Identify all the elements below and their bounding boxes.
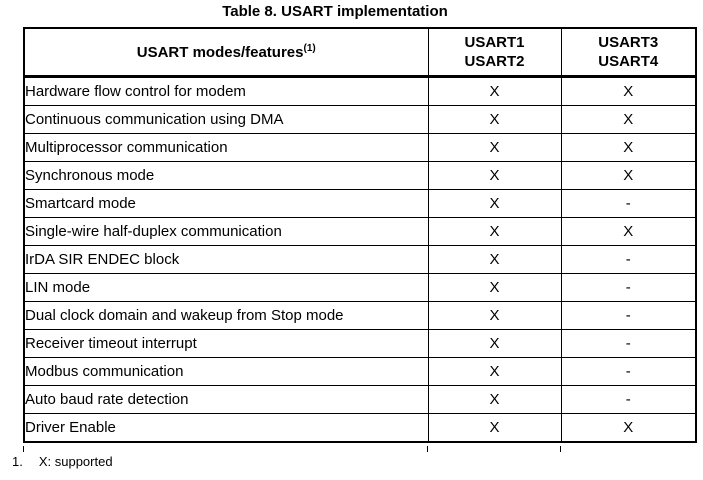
footnote-number: 1.	[12, 454, 23, 469]
usart12-cell: X	[427, 133, 562, 162]
feature-cell: Auto baud rate detection	[23, 385, 429, 414]
table-row: Modbus communication X -	[23, 357, 697, 386]
usart12-cell: X	[427, 161, 562, 190]
usart12-cell: X	[427, 301, 562, 330]
table-title: Table 8. USART implementation	[222, 3, 448, 20]
footnote-text: X: supported	[38, 454, 113, 469]
footnote-reference: (1)	[303, 42, 316, 54]
usart34-cell: -	[560, 189, 697, 218]
usart34-cell: X	[560, 161, 697, 190]
usart12-cell: X	[427, 385, 562, 414]
table-row: Synchronous mode X X	[23, 161, 697, 190]
header-usart1-usart2: USART1 USART2	[427, 27, 562, 78]
table-row: Receiver timeout interrupt X -	[23, 329, 697, 358]
usart34-cell: X	[560, 217, 697, 246]
table-row: Multiprocessor communication X X	[23, 133, 697, 162]
usart12-cell: X	[427, 105, 562, 134]
usart34-cell: X	[560, 413, 697, 443]
header-features-label: USART modes/features	[136, 43, 304, 61]
usart34-cell: X	[560, 133, 697, 162]
table-row: Single-wire half-duplex communication X …	[23, 217, 697, 246]
feature-cell: Receiver timeout interrupt	[23, 329, 429, 358]
usart12-cell: X	[427, 217, 562, 246]
usart12-cell: X	[427, 357, 562, 386]
feature-cell: LIN mode	[23, 273, 429, 302]
table-footnote: 1. X: supported	[12, 454, 113, 469]
table-border-overshoot	[427, 446, 428, 452]
table-header-row: USART modes/features(1) USART1 USART2 US…	[23, 27, 697, 78]
feature-cell: Dual clock domain and wakeup from Stop m…	[23, 301, 429, 330]
header-features: USART modes/features(1)	[23, 27, 429, 78]
feature-cell: Single-wire half-duplex communication	[23, 217, 429, 246]
usart-implementation-table: USART modes/features(1) USART1 USART2 US…	[23, 27, 697, 443]
feature-cell: IrDA SIR ENDEC block	[23, 245, 429, 274]
feature-cell: Continuous communication using DMA	[23, 105, 429, 134]
table-border-overshoot	[23, 446, 24, 452]
usart12-cell: X	[427, 413, 562, 443]
table-row: Hardware flow control for modem X X	[23, 76, 697, 106]
table-row: Continuous communication using DMA X X	[23, 105, 697, 134]
usart34-cell: -	[560, 273, 697, 302]
feature-cell: Hardware flow control for modem	[23, 76, 429, 106]
usart34-cell: X	[560, 105, 697, 134]
usart34-cell: -	[560, 301, 697, 330]
feature-cell: Synchronous mode	[23, 161, 429, 190]
table-border-overshoot	[560, 446, 561, 452]
usart12-cell: X	[427, 189, 562, 218]
usart12-cell: X	[427, 329, 562, 358]
header-usart3-usart4: USART3 USART4	[560, 27, 697, 78]
usart34-cell: -	[560, 385, 697, 414]
header-usart34-label: USART3 USART4	[598, 34, 659, 70]
table-row: IrDA SIR ENDEC block X -	[23, 245, 697, 274]
table-row: Dual clock domain and wakeup from Stop m…	[23, 301, 697, 330]
usart12-cell: X	[427, 245, 562, 274]
feature-cell: Modbus communication	[23, 357, 429, 386]
feature-cell: Driver Enable	[23, 413, 429, 443]
usart34-cell: X	[560, 76, 697, 106]
table-row: LIN mode X -	[23, 273, 697, 302]
table-row: Auto baud rate detection X -	[23, 385, 697, 414]
usart12-cell: X	[427, 273, 562, 302]
usart34-cell: -	[560, 357, 697, 386]
table-row: Smartcard mode X -	[23, 189, 697, 218]
feature-cell: Multiprocessor communication	[23, 133, 429, 162]
usart34-cell: -	[560, 329, 697, 358]
table-row: Driver Enable X X	[23, 413, 697, 443]
usart34-cell: -	[560, 245, 697, 274]
header-usart12-label: USART1 USART2	[464, 34, 525, 70]
feature-cell: Smartcard mode	[23, 189, 429, 218]
usart12-cell: X	[427, 76, 562, 106]
